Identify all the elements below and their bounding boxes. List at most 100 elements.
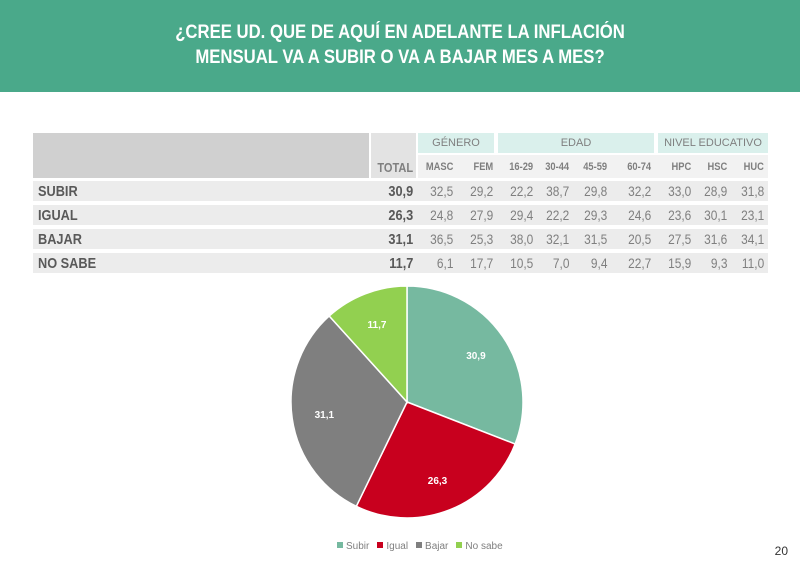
group-header-1-text: EDAD <box>560 137 592 149</box>
table-cell: 27,9 <box>456 205 496 225</box>
table-cell-text: 29,3 <box>583 207 607 223</box>
pie-data-label: 30,9 <box>466 351 486 362</box>
table-header-bg <box>33 133 369 178</box>
table-cell: 7,0 <box>536 253 572 273</box>
pie-data-label: 11,7 <box>368 320 387 331</box>
table-cell-text: 22,7 <box>627 255 651 271</box>
table-cell-text: 7,0 <box>552 255 569 271</box>
table-cell-text: 22,2 <box>509 183 533 199</box>
table-row-bg <box>33 181 768 201</box>
column-header-total: TOTAL <box>370 156 416 178</box>
table-cell: 9,4 <box>572 253 610 273</box>
row-label-text: BAJAR <box>38 230 82 248</box>
table-cell-text: 36,5 <box>429 231 453 247</box>
table-cell-text: 38,0 <box>509 231 533 247</box>
table-cell-text: 17,7 <box>469 255 493 271</box>
table-cell: 38,7 <box>536 181 572 201</box>
legend-label: Bajar <box>425 541 449 552</box>
table-cell: 11,0 <box>730 253 767 273</box>
table-cell-text: 20,5 <box>627 231 651 247</box>
table-cell: 20,5 <box>610 229 654 249</box>
table-cell-text: 9,3 <box>710 255 727 271</box>
column-header-hpc-text: HPC <box>671 161 691 173</box>
row-label-text: SUBIR <box>38 182 78 200</box>
table-cell-text: 30,9 <box>388 182 413 200</box>
table-cell-text: 22,2 <box>545 207 569 223</box>
legend-item: No sabe <box>456 541 503 552</box>
group-header-1: EDAD <box>498 133 654 153</box>
table-cell: 17,7 <box>456 253 496 273</box>
pie-slice-igual <box>355 401 517 519</box>
table-cell-text: 11,0 <box>741 255 764 271</box>
legend-label: No sabe <box>465 541 503 552</box>
table-cell: 36,5 <box>418 229 456 249</box>
table-cell: 25,3 <box>456 229 496 249</box>
table-row-bg <box>33 205 768 225</box>
table-cell: 32,1 <box>536 229 572 249</box>
table-cell-text: 26,3 <box>388 206 413 224</box>
table-cell-text: 28,9 <box>703 183 727 199</box>
table-cell: 15,9 <box>656 253 694 273</box>
table-cell-text: 30,1 <box>703 207 727 223</box>
table-cell-text: 6,1 <box>436 255 453 271</box>
table-cell-text: 9,4 <box>590 255 607 271</box>
legend-item: Bajar <box>416 541 448 552</box>
table-cell-text: 23,1 <box>740 207 764 223</box>
table-cell: 33,0 <box>656 181 694 201</box>
table-cell-text: 24,8 <box>429 207 453 223</box>
pie-slice-subir <box>406 285 524 445</box>
row-label: SUBIR <box>38 181 85 201</box>
row-label: NO SABE <box>38 253 106 273</box>
table-cell-text: 33,0 <box>667 183 691 199</box>
group-header-0-text: GÉNERO <box>432 137 480 149</box>
table-row-bg <box>33 229 768 249</box>
table-cell-text: 31,8 <box>740 183 764 199</box>
group-header-2: NIVEL EDUCATIVO <box>658 133 768 153</box>
column-header-45-59-text: 45-59 <box>583 161 607 173</box>
pie-data-label: 31,1 <box>315 410 335 421</box>
table-cell: 31,1 <box>370 229 416 249</box>
table-cell-text: 32,1 <box>545 231 569 247</box>
table-cell: 30,1 <box>694 205 730 225</box>
table-cell-text: 29,2 <box>469 183 493 199</box>
column-header-hpc: HPC <box>656 156 694 178</box>
column-header-hsc-text: HSC <box>707 161 727 173</box>
table-cell: 23,6 <box>656 205 694 225</box>
legend-label: Subir <box>346 541 370 552</box>
page-number: 20 <box>774 544 788 558</box>
table-cell-text: 32,5 <box>429 183 453 199</box>
table-cell: 31,8 <box>730 181 767 201</box>
table-cell-text: 29,4 <box>509 207 533 223</box>
column-header-60-74: 60-74 <box>610 156 654 178</box>
row-label-text: IGUAL <box>38 206 78 224</box>
table-cell-text: 34,1 <box>740 231 764 247</box>
table-cell: 29,8 <box>572 181 610 201</box>
table-cell: 29,3 <box>572 205 610 225</box>
table-cell-text: 15,9 <box>667 255 691 271</box>
table-cell: 30,9 <box>370 181 416 201</box>
row-label: BAJAR <box>38 229 90 249</box>
table-cell: 32,2 <box>610 181 654 201</box>
legend-item: Igual <box>377 541 408 552</box>
column-header-60-74-text: 60-74 <box>627 161 651 173</box>
column-header-30-44: 30-44 <box>536 156 572 178</box>
table-cell-text: 38,7 <box>545 183 569 199</box>
table-row-bg <box>33 253 768 273</box>
subheader-bg <box>418 155 768 178</box>
column-header-fem: FEM <box>456 156 496 178</box>
chart-legend: Subir Igual Bajar No sabe <box>337 541 503 552</box>
table-cell-text: 31,1 <box>388 230 413 248</box>
table-cell: 38,0 <box>498 229 536 249</box>
table-cell-text: 27,5 <box>667 231 691 247</box>
pie-slice-no-sabe <box>328 285 408 404</box>
legend-item: Subir <box>337 541 369 552</box>
legend-swatch <box>377 542 384 548</box>
column-header-30-44-text: 30-44 <box>545 161 569 173</box>
legend-swatch <box>456 542 463 548</box>
pie-slice-bajar <box>290 314 408 508</box>
slide-header: ¿CREE UD. QUE DE AQUÍ EN ADELANTE LA INF… <box>0 0 800 92</box>
table-cell-text: 32,2 <box>627 183 651 199</box>
table-cell-text: 29,8 <box>583 183 607 199</box>
table-cell: 29,4 <box>498 205 536 225</box>
